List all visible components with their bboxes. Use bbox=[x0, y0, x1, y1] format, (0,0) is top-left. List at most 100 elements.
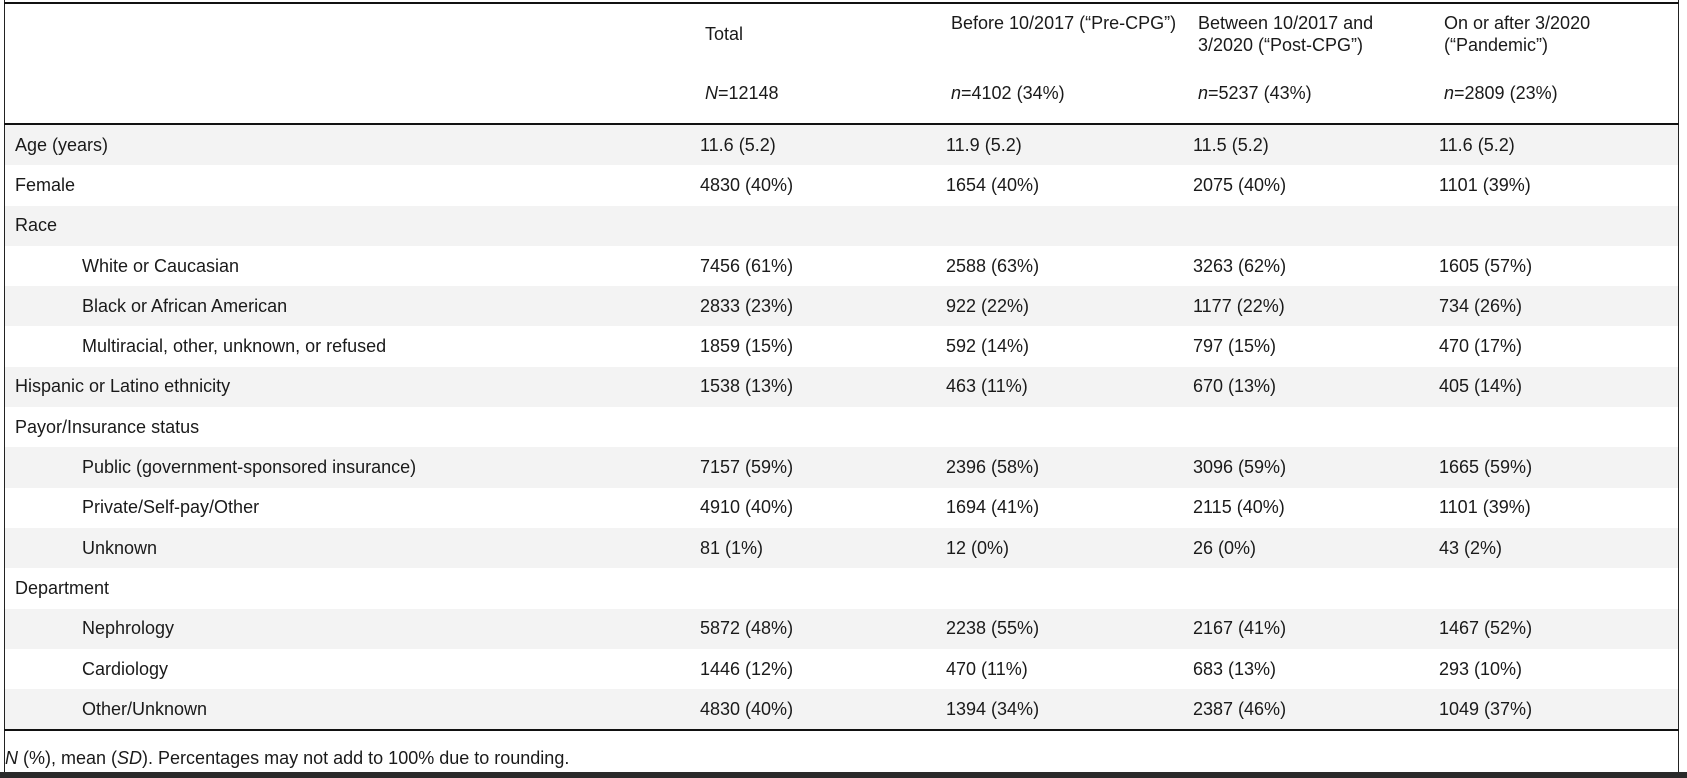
row-label: Payor/Insurance status bbox=[15, 416, 200, 437]
table-row: White or Caucasian 7456 (61%) 2588 (63%)… bbox=[5, 246, 1678, 286]
cell-post-cpg bbox=[1193, 205, 1439, 246]
cell-post-cpg: 683 (13%) bbox=[1193, 658, 1277, 679]
cell-post-cpg bbox=[1193, 407, 1439, 447]
cell-pandemic bbox=[1439, 205, 1678, 246]
cell-total: 11.6 (5.2) bbox=[700, 125, 946, 166]
cell-post-cpg: 26 (0%) bbox=[1193, 527, 1439, 569]
cell-post-cpg bbox=[1193, 568, 1439, 608]
cell-pandemic: 293 (10%) bbox=[1439, 658, 1523, 679]
cell-total: 1446 (12%) bbox=[700, 658, 794, 679]
cell-total: 81 (1%) bbox=[700, 527, 946, 569]
bottom-bar bbox=[0, 772, 1687, 778]
cell-total bbox=[700, 407, 946, 447]
table-header: Total N=12148 Before 10/2017 (“Pre-CPG”)… bbox=[5, 4, 1678, 124]
cell-total: 7456 (61%) bbox=[700, 255, 794, 276]
row-label: Female bbox=[15, 174, 76, 195]
row-label: Unknown bbox=[5, 527, 700, 569]
header-count: n=2809 (23%) bbox=[1444, 83, 1558, 103]
table-row: Hispanic or Latino ethnicity 1538 (13%) … bbox=[5, 366, 1678, 408]
row-label: Public (government-sponsored insurance) bbox=[5, 447, 700, 488]
row-label: Black or African American bbox=[5, 286, 700, 327]
cell-post-cpg: 1177 (22%) bbox=[1193, 286, 1439, 327]
header-count: n=5237 (43%) bbox=[1198, 83, 1312, 103]
header-pandemic: On or after 3/2020 (“Pandemic”) n=2809 (… bbox=[1444, 12, 1674, 103]
cell-post-cpg: 11.5 (5.2) bbox=[1193, 125, 1439, 166]
table-row: Multiracial, other, unknown, or refused … bbox=[5, 326, 1678, 366]
cell-pandemic: 1467 (52%) bbox=[1439, 608, 1678, 649]
cell-total: 5872 (48%) bbox=[700, 608, 946, 649]
cell-post-cpg: 2167 (41%) bbox=[1193, 608, 1439, 649]
header-post-cpg: Between 10/2017 and 3/2020 (“Post-CPG”) … bbox=[1198, 12, 1428, 103]
cell-total: 4910 (40%) bbox=[700, 497, 794, 518]
cell-total bbox=[700, 568, 946, 608]
bottom-rule bbox=[4, 729, 1679, 731]
cell-pandemic: 11.6 (5.2) bbox=[1439, 125, 1678, 166]
cell-total: 2833 (23%) bbox=[700, 286, 946, 327]
row-label: White or Caucasian bbox=[82, 255, 240, 276]
cell-post-cpg: 3263 (62%) bbox=[1193, 255, 1287, 276]
row-label: Nephrology bbox=[5, 608, 700, 649]
cell-pandemic: 405 (14%) bbox=[1439, 366, 1678, 408]
cell-pandemic: 470 (17%) bbox=[1439, 336, 1523, 357]
header-title: Before 10/2017 (“Pre-CPG”) bbox=[951, 13, 1177, 33]
table-row: Cardiology 1446 (12%) 470 (11%) 683 (13%… bbox=[5, 649, 1678, 689]
top-rule bbox=[4, 2, 1679, 4]
cell-pre-cpg: 12 (0%) bbox=[946, 527, 1193, 569]
header-title: Between 10/2017 and 3/2020 (“Post-CPG”) bbox=[1198, 13, 1374, 55]
cell-pre-cpg: 11.9 (5.2) bbox=[946, 125, 1193, 166]
cell-post-cpg: 670 (13%) bbox=[1193, 366, 1439, 408]
cell-post-cpg: 2075 (40%) bbox=[1193, 174, 1287, 195]
cell-pre-cpg: 1394 (34%) bbox=[946, 689, 1193, 730]
table-row: Female 4830 (40%) 1654 (40%) 2075 (40%) … bbox=[5, 165, 1678, 205]
cell-total: 1538 (13%) bbox=[700, 366, 946, 408]
cell-pre-cpg: 470 (11%) bbox=[946, 658, 1028, 679]
row-label: Race bbox=[5, 205, 700, 246]
cell-pre-cpg bbox=[946, 205, 1193, 246]
row-label: Cardiology bbox=[82, 658, 169, 679]
table-footnote: N (%), mean (SD). Percentages may not ad… bbox=[5, 748, 570, 768]
cell-pandemic: 1605 (57%) bbox=[1439, 255, 1533, 276]
cell-pre-cpg: 2238 (55%) bbox=[946, 608, 1193, 649]
table-row: Race bbox=[5, 205, 1678, 246]
header-count: N=12148 bbox=[705, 83, 779, 103]
table-row: Payor/Insurance status bbox=[5, 407, 1678, 447]
cell-pandemic: 1049 (37%) bbox=[1439, 689, 1678, 730]
cell-pre-cpg: 1654 (40%) bbox=[946, 174, 1040, 195]
cell-post-cpg: 2387 (46%) bbox=[1193, 689, 1439, 730]
cell-total: 4830 (40%) bbox=[700, 689, 946, 730]
table-row: Private/Self-pay/Other 4910 (40%) 1694 (… bbox=[5, 488, 1678, 528]
header-rule bbox=[4, 123, 1679, 125]
row-label: Department bbox=[15, 577, 110, 598]
table-row: Nephrology 5872 (48%) 2238 (55%) 2167 (4… bbox=[5, 608, 1678, 649]
cell-post-cpg: 797 (15%) bbox=[1193, 336, 1277, 357]
data-table: Age (years) 11.6 (5.2) 11.9 (5.2) 11.5 (… bbox=[5, 125, 1678, 730]
row-label: Multiracial, other, unknown, or refused bbox=[82, 336, 387, 357]
table-row: Public (government-sponsored insurance) … bbox=[5, 447, 1678, 488]
header-total: Total N=12148 bbox=[705, 12, 935, 103]
table-row: Department bbox=[5, 568, 1678, 608]
cell-pandemic: 43 (2%) bbox=[1439, 527, 1678, 569]
row-label: Hispanic or Latino ethnicity bbox=[5, 366, 700, 408]
cell-pre-cpg bbox=[946, 568, 1193, 608]
cell-total: 1859 (15%) bbox=[700, 336, 794, 357]
table-frame bbox=[4, 0, 1679, 778]
row-label: Other/Unknown bbox=[5, 689, 700, 730]
cell-total: 7157 (59%) bbox=[700, 447, 946, 488]
cell-pre-cpg bbox=[946, 407, 1193, 447]
cell-pre-cpg: 1694 (41%) bbox=[946, 497, 1040, 518]
row-label: Private/Self-pay/Other bbox=[82, 497, 260, 518]
cell-pre-cpg: 592 (14%) bbox=[946, 336, 1030, 357]
header-pre-cpg: Before 10/2017 (“Pre-CPG”) n=4102 (34%) bbox=[951, 12, 1181, 103]
cell-total bbox=[700, 205, 946, 246]
cell-pandemic: 1101 (39%) bbox=[1439, 174, 1531, 195]
table-row: Unknown 81 (1%) 12 (0%) 26 (0%) 43 (2%) bbox=[5, 527, 1678, 569]
cell-pandemic bbox=[1439, 568, 1678, 608]
cell-pandemic: 734 (26%) bbox=[1439, 286, 1678, 327]
table-row: Other/Unknown 4830 (40%) 1394 (34%) 2387… bbox=[5, 689, 1678, 730]
header-title: Total bbox=[705, 24, 744, 44]
cell-pre-cpg: 2396 (58%) bbox=[946, 447, 1193, 488]
cell-pre-cpg: 463 (11%) bbox=[946, 366, 1193, 408]
cell-pandemic bbox=[1439, 407, 1678, 447]
header-title: On or after 3/2020 (“Pandemic”) bbox=[1444, 13, 1591, 55]
table-row: Black or African American 2833 (23%) 922… bbox=[5, 286, 1678, 327]
